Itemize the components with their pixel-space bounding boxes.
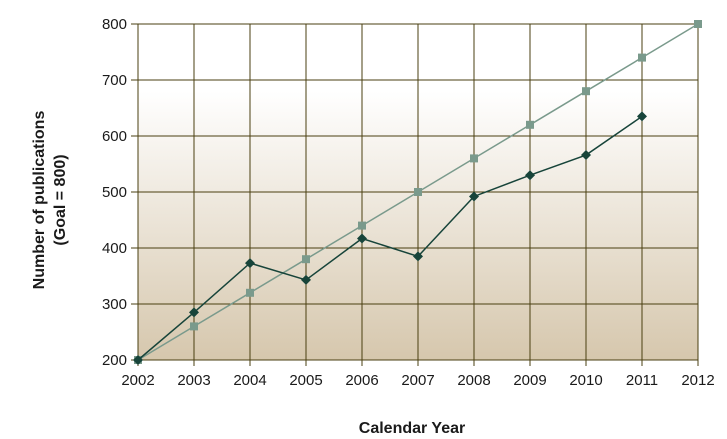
y-axis-ticks: 200 300 400 500 600 700 800 — [102, 16, 138, 369]
x-tick-label: 2006 — [345, 372, 378, 389]
series-line — [137, 115, 643, 361]
data-point-square — [190, 322, 198, 331]
data-point-square — [358, 221, 366, 230]
x-tick-label: 2009 — [513, 372, 546, 389]
data-point-diamond — [133, 355, 143, 365]
data-point-square — [414, 188, 422, 196]
data-point-square — [246, 288, 254, 297]
data-point-diamond — [525, 170, 535, 181]
x-axis-title: Calendar Year — [359, 420, 465, 437]
y-axis-title-line-1: Number of publications — [31, 111, 48, 290]
y-tick-label: 700 — [102, 72, 127, 89]
x-tick-label: 2010 — [569, 372, 602, 389]
x-tick-label: 2004 — [233, 372, 266, 389]
y-axis-title-group: Number of publications (Goal = 800) — [31, 111, 69, 290]
data-point-diamond — [245, 258, 255, 269]
data-point-diamond — [581, 150, 591, 161]
y-tick-label: 800 — [102, 16, 127, 33]
x-tick-label: 2008 — [457, 372, 490, 389]
y-tick-label: 500 — [102, 184, 127, 201]
series-group — [133, 20, 702, 365]
data-point-diamond — [469, 191, 479, 202]
y-tick-label: 200 — [102, 352, 127, 369]
data-point-square — [470, 154, 478, 163]
y-tick-label: 600 — [102, 128, 127, 145]
x-tick-label: 2011 — [626, 372, 658, 389]
data-point-diamond — [637, 111, 647, 122]
y-axis-title-line-2: (Goal = 800) — [52, 154, 69, 245]
data-point-square — [582, 87, 590, 96]
data-point-diamond — [357, 233, 367, 244]
data-point-diamond — [189, 307, 199, 318]
data-point-square — [526, 120, 534, 129]
x-tick-label: 2007 — [401, 372, 434, 389]
data-point-square — [694, 20, 702, 28]
x-tick-label: 2012 — [681, 372, 714, 389]
x-tick-label: 2002 — [121, 372, 154, 389]
data-point-square — [302, 255, 310, 264]
x-tick-label: 2005 — [289, 372, 322, 389]
data-point-diamond — [301, 274, 311, 285]
y-tick-label: 300 — [102, 296, 127, 313]
data-point-square — [638, 53, 646, 62]
x-axis-ticks: 2002 2003 2004 2005 2006 2007 2008 2009 2010 2011… — [121, 360, 715, 389]
y-tick-label: 400 — [102, 240, 127, 257]
data-point-diamond — [413, 251, 423, 262]
x-tick-label: 2003 — [177, 372, 210, 389]
